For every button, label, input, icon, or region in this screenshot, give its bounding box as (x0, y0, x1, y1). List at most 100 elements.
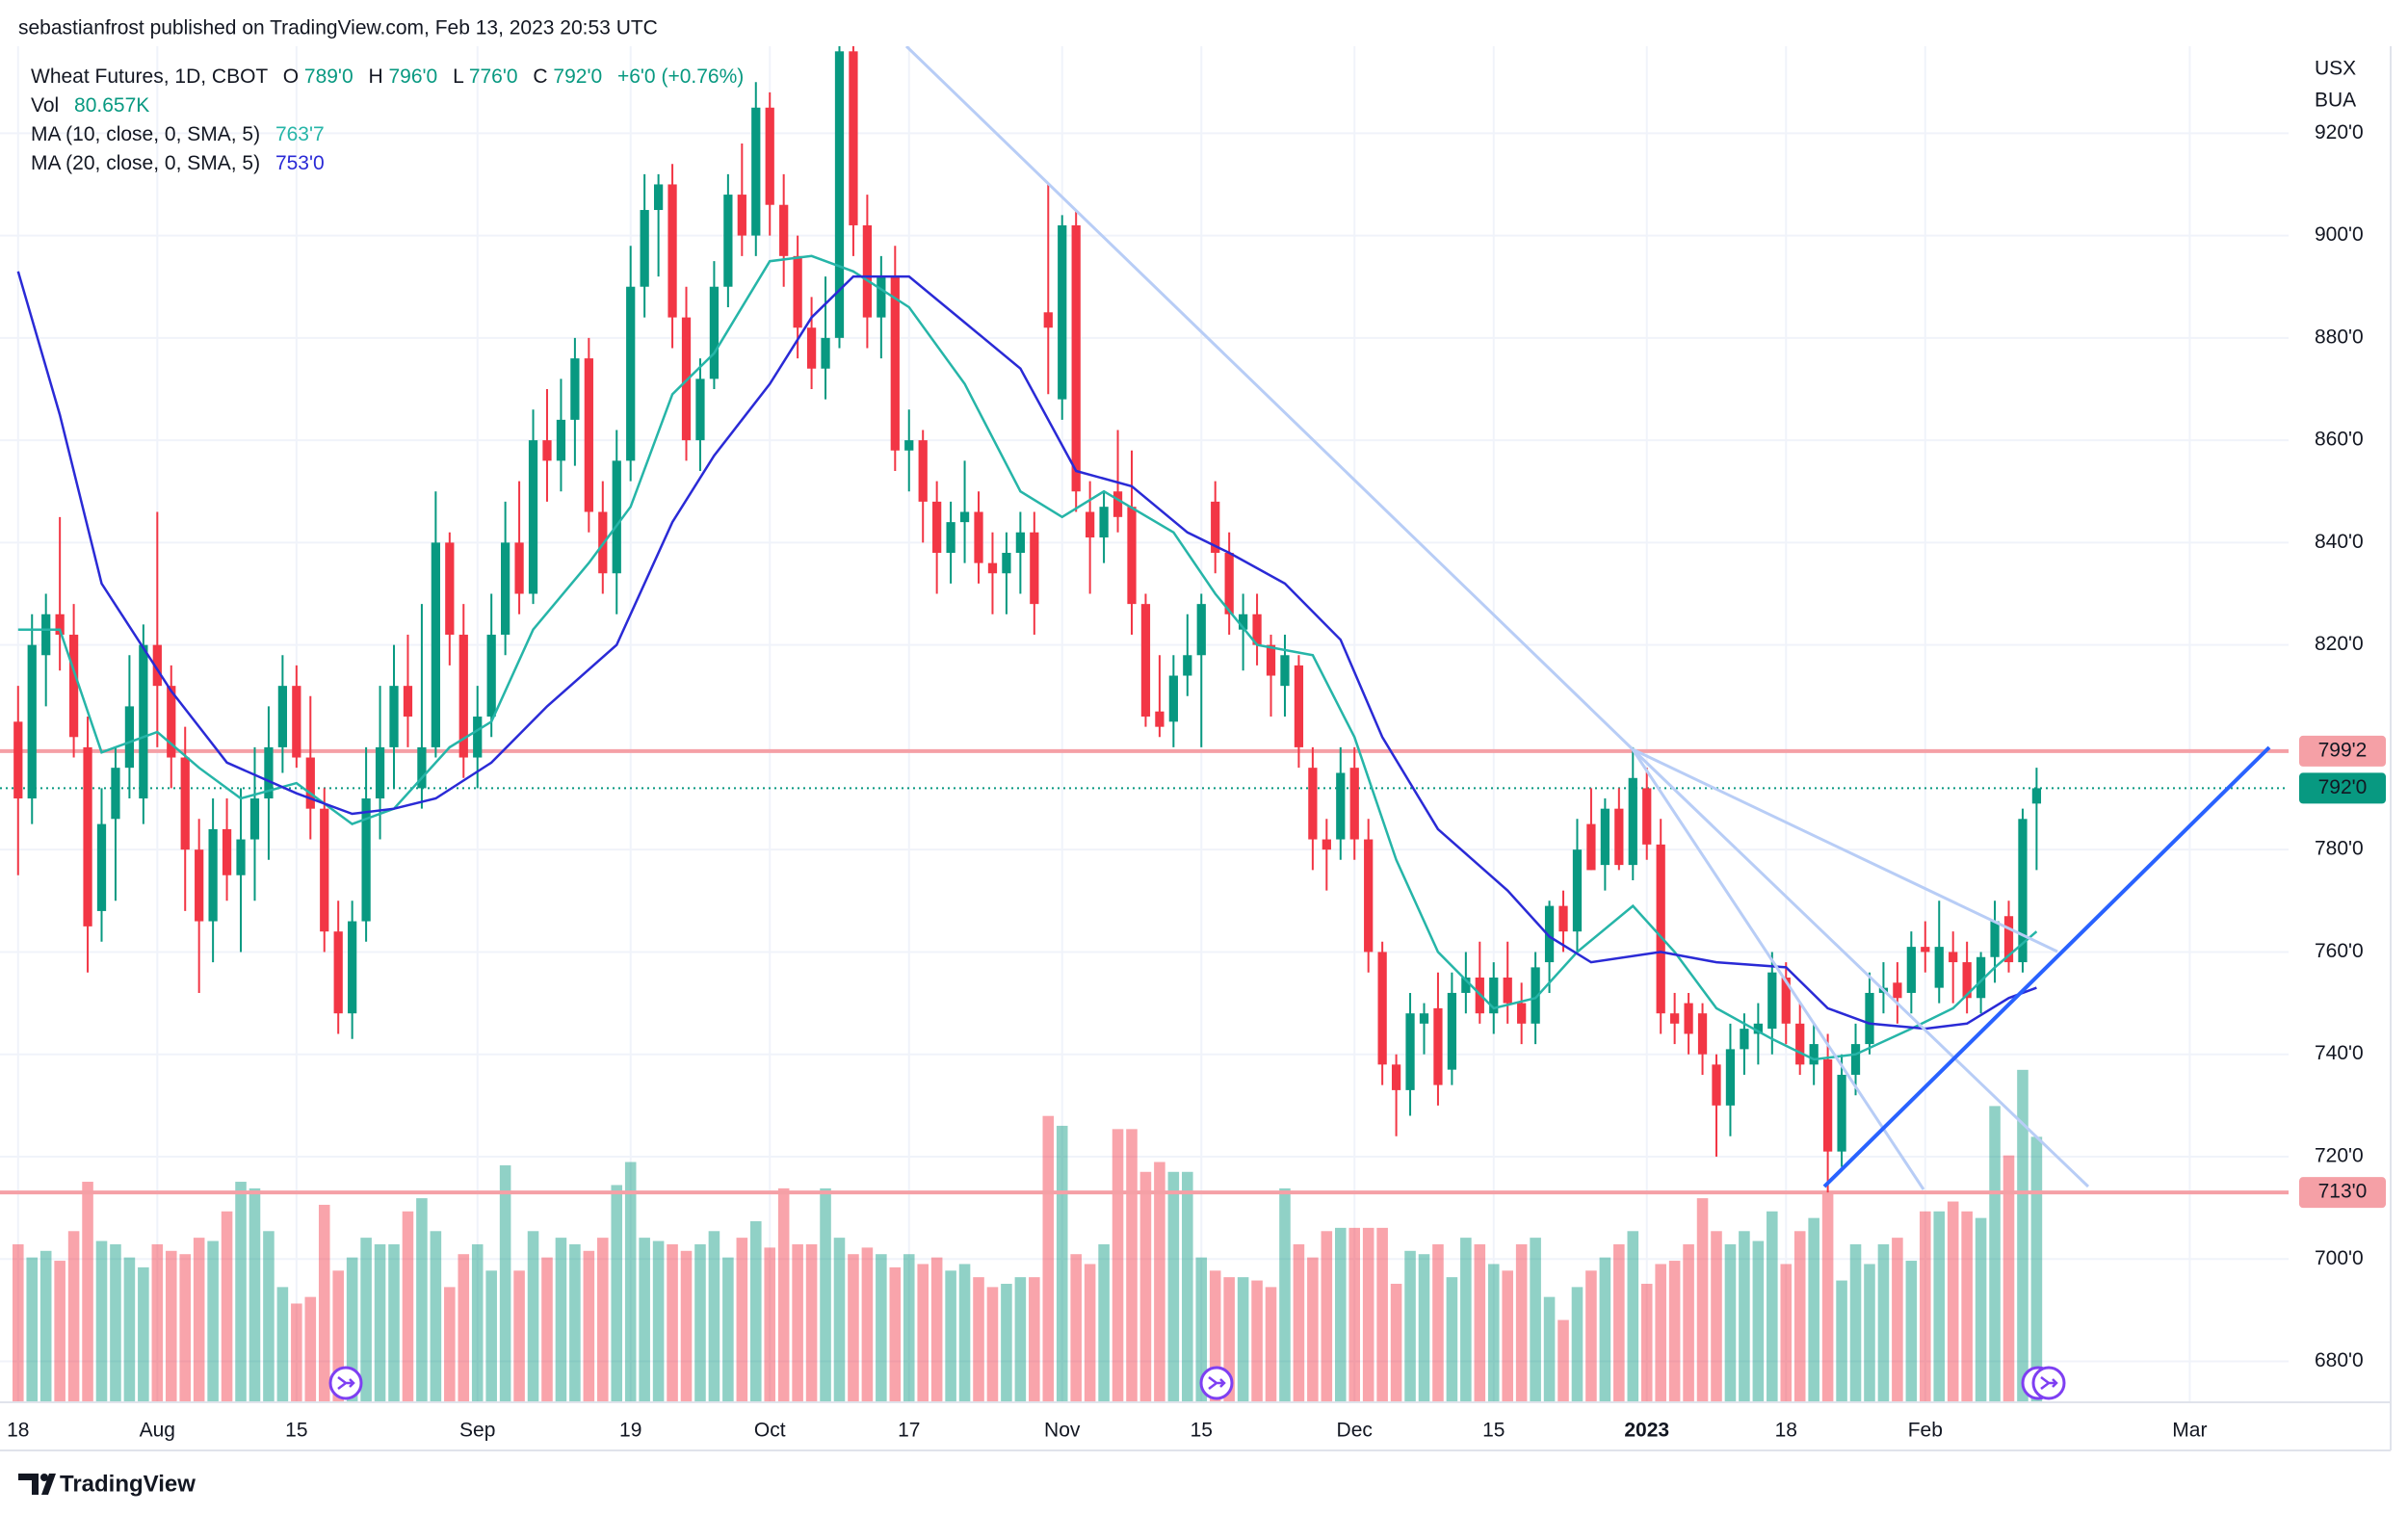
volume-bar (680, 1250, 693, 1402)
candle-body (1503, 978, 1512, 1004)
volume-bar (1139, 1171, 1152, 1402)
volume-bar (876, 1254, 887, 1402)
candle-body (1921, 947, 1930, 953)
volume-bar (1821, 1191, 1834, 1402)
l-label: L (453, 65, 463, 88)
event-icons (328, 1366, 2066, 1400)
volume-bar (1182, 1171, 1193, 1402)
candle-body (111, 768, 120, 820)
candle-body (1753, 1023, 1763, 1034)
x-tick-label: Sep (459, 1420, 495, 1442)
volume-bar (1947, 1201, 1959, 1402)
x-tick-label: 18 (7, 1420, 29, 1442)
candle-body (195, 849, 204, 922)
y-tick-label: 680'0 (2315, 1349, 2364, 1371)
volume-bar (1752, 1240, 1765, 1402)
volume-bar (777, 1188, 790, 1402)
candle-body (277, 686, 288, 747)
logo-mark (41, 1474, 56, 1495)
volume-bar (1711, 1231, 1722, 1402)
volume-bar (889, 1266, 902, 1402)
volume-bar (444, 1287, 456, 1402)
volume-bar (207, 1240, 219, 1402)
candle-body (1155, 711, 1165, 727)
candle-body (1433, 1007, 1443, 1085)
volume-bar (1668, 1261, 1681, 1402)
candle-body (431, 542, 440, 747)
candle-body (877, 276, 886, 318)
volume-bar (1265, 1287, 1277, 1402)
volume-bar (291, 1303, 302, 1402)
volume-bar (833, 1238, 846, 1402)
x-tick-label: 15 (1191, 1420, 1213, 1442)
volume-bar (1502, 1270, 1513, 1402)
volume-bar (848, 1254, 859, 1402)
volume-bar (416, 1198, 428, 1402)
o-value: 789'0 (304, 65, 353, 88)
volume-bar (1293, 1243, 1305, 1402)
x-tick-label: Aug (140, 1420, 175, 1442)
candle-body (1893, 982, 1902, 999)
volume-bar (1084, 1264, 1096, 1402)
volume-bar (736, 1238, 748, 1402)
y-tick-label: 740'0 (2315, 1042, 2364, 1064)
volume-bar (930, 1257, 943, 1402)
volume-bar (1321, 1231, 1333, 1402)
volume-bar (1460, 1238, 1472, 1402)
legend-ohlc: Wheat Futures, 1D, CBOT O 789'0 H 796'0 … (31, 65, 744, 88)
volume-bar (263, 1231, 275, 1402)
volume-bar (360, 1238, 372, 1402)
candle-body (1517, 1003, 1527, 1024)
volume-bar (1530, 1238, 1541, 1402)
candle-body (1990, 921, 2000, 957)
volume-bar (332, 1270, 344, 1402)
x-tick-label: 2023 (1624, 1420, 1669, 1442)
volume-bar (123, 1257, 136, 1402)
candle-body (1822, 1059, 1833, 1152)
volume-bar (1432, 1243, 1444, 1402)
candle-body (946, 522, 955, 554)
volume-bar (151, 1243, 164, 1402)
volume-bar (1849, 1243, 1862, 1402)
candle-body (13, 721, 23, 799)
candle-body (779, 204, 789, 256)
volume-bar (1223, 1277, 1235, 1402)
candle-body (1740, 1029, 1749, 1050)
volume-bar (1237, 1277, 1249, 1402)
volume-bar (1515, 1243, 1528, 1402)
candle-body (1168, 675, 1178, 722)
candle-body (1837, 1074, 1846, 1152)
candle-body (2018, 819, 2028, 963)
volume-bar (1655, 1264, 1666, 1402)
candle-body (1140, 604, 1151, 718)
volume-bar (1209, 1270, 1221, 1402)
candle-body (1795, 1023, 1805, 1065)
candle-body (389, 686, 399, 747)
publish-header: sebastianfrost published on TradingView.… (18, 17, 658, 39)
x-tick-label: Nov (1044, 1420, 1081, 1442)
candle-body (1865, 992, 1874, 1045)
volume-bar (1557, 1319, 1569, 1402)
volume-bar (1348, 1227, 1361, 1402)
candle-body (556, 419, 566, 461)
candle-body (1224, 553, 1234, 614)
volume-bar (95, 1240, 108, 1402)
candle-body (1572, 849, 1583, 932)
candle-body (1850, 1044, 1861, 1075)
y-tick-label: 880'0 (2315, 326, 2364, 348)
volume-bar (193, 1238, 205, 1402)
volume-bar (1279, 1188, 1291, 1402)
volume-bar (1933, 1211, 1946, 1402)
volume-bar (694, 1243, 706, 1402)
volume-bar (318, 1204, 330, 1402)
candle-body (1349, 768, 1359, 840)
candle-body (1489, 978, 1499, 1014)
y-tick-label: 720'0 (2315, 1145, 2364, 1167)
volume-bar (1487, 1264, 1500, 1402)
candle-body (1531, 967, 1540, 1024)
volume-bar (1376, 1227, 1388, 1402)
candle-body (1656, 844, 1665, 1014)
y-tick-label: 920'0 (2315, 121, 2364, 144)
candle-body (1322, 839, 1331, 850)
